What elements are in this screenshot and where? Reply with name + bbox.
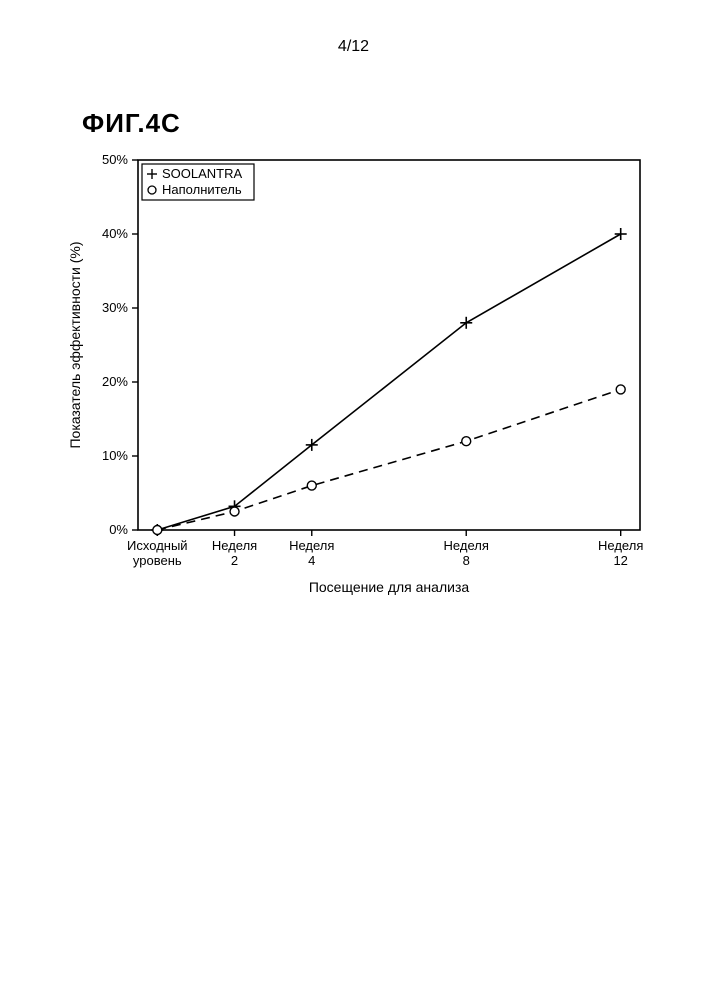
svg-text:Показатель эффективности (%): Показатель эффективности (%) (67, 241, 83, 448)
svg-text:Неделя: Неделя (598, 538, 643, 553)
svg-text:50%: 50% (102, 152, 128, 167)
svg-text:SOOLANTRA: SOOLANTRA (162, 166, 243, 181)
svg-text:Посещение для анализа: Посещение для анализа (309, 579, 470, 595)
svg-text:20%: 20% (102, 374, 128, 389)
svg-text:10%: 10% (102, 448, 128, 463)
svg-text:уровень: уровень (133, 553, 182, 568)
svg-text:Неделя: Неделя (444, 538, 489, 553)
svg-text:4: 4 (308, 553, 315, 568)
svg-text:30%: 30% (102, 300, 128, 315)
page-number: 4/12 (0, 38, 707, 56)
svg-text:Неделя: Неделя (212, 538, 257, 553)
svg-text:Наполнитель: Наполнитель (162, 182, 242, 197)
svg-text:8: 8 (463, 553, 470, 568)
line-chart: 0%10%20%30%40%50%ИсходныйуровеньНеделя2Н… (60, 150, 650, 630)
svg-text:Исходный: Исходный (127, 538, 188, 553)
svg-text:40%: 40% (102, 226, 128, 241)
svg-text:Неделя: Неделя (289, 538, 334, 553)
svg-text:12: 12 (613, 553, 627, 568)
svg-text:2: 2 (231, 553, 238, 568)
figure-title: ФИГ.4C (82, 108, 181, 139)
svg-text:0%: 0% (109, 522, 128, 537)
